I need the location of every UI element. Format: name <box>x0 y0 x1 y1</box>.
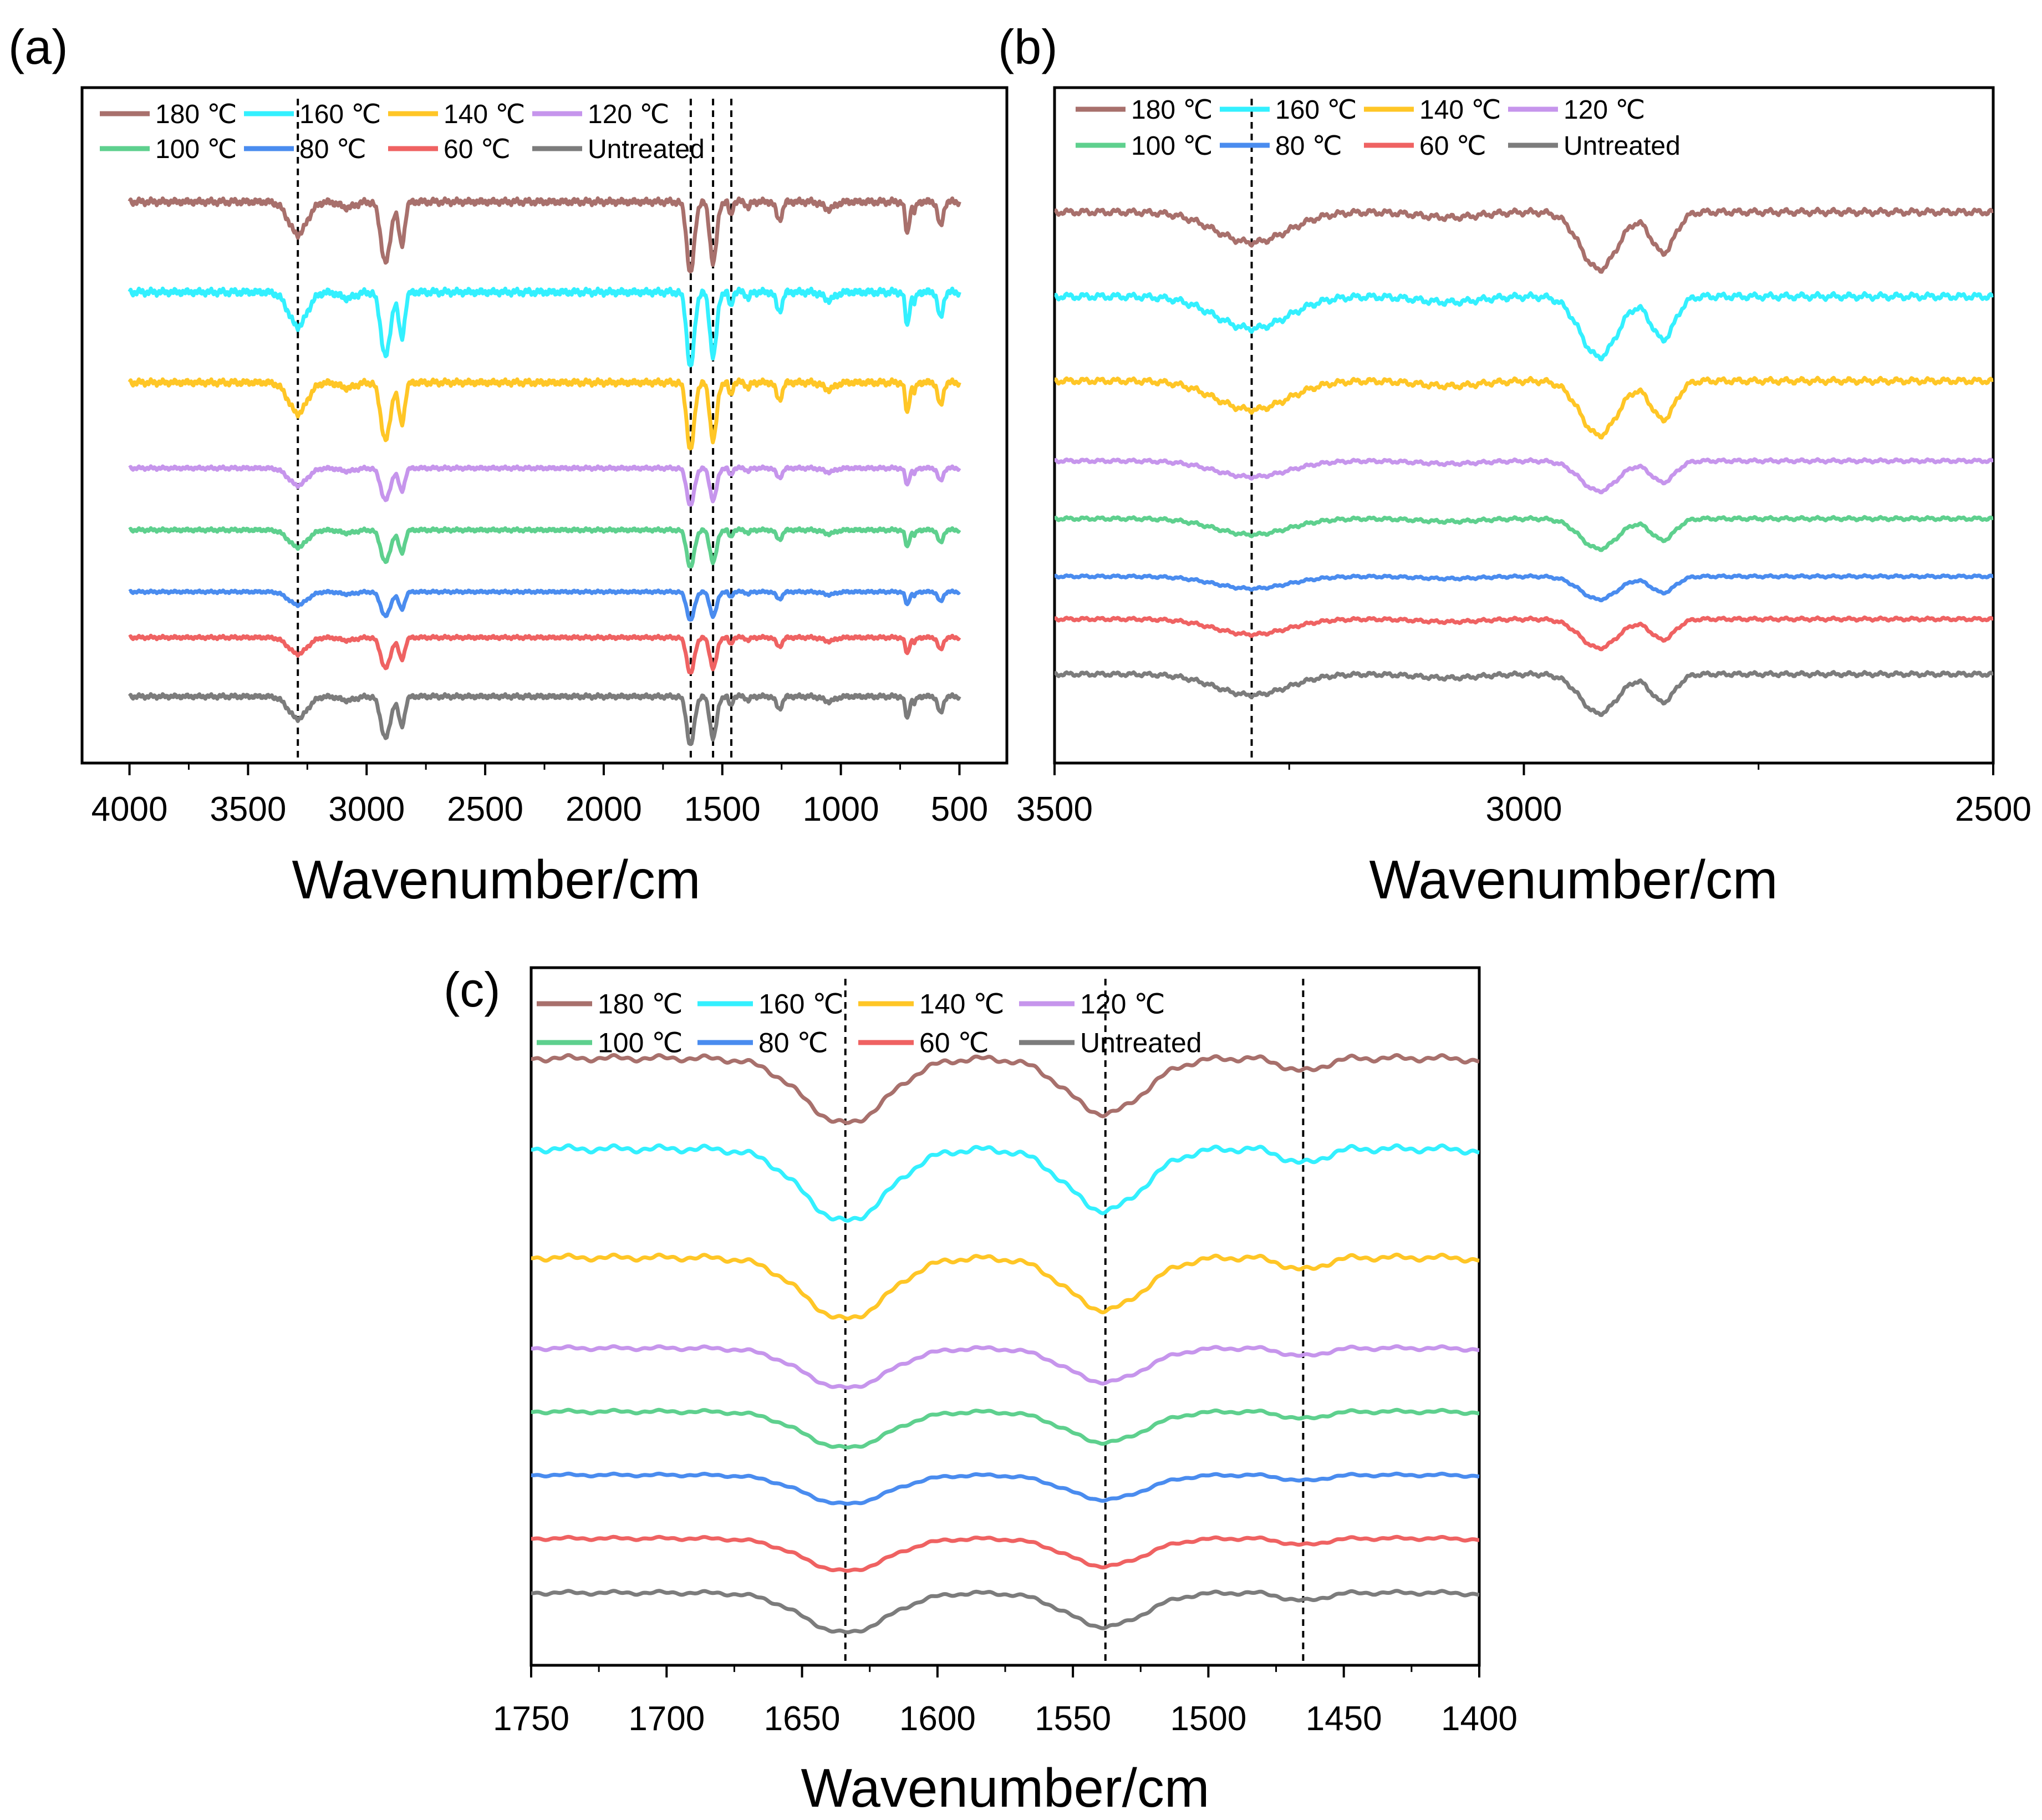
panel-c-x-ticks: 1750 1700 1650 1600 1550 1500 1450 1400 <box>493 1665 1518 1738</box>
panel-b-legend-label-100-c: 100 ℃ <box>1131 131 1213 161</box>
panel-a-legend-label-60-c: 60 ℃ <box>444 135 511 164</box>
panel-a-series-140-c <box>128 377 961 451</box>
panel-a-x-axis-title: Wavenumber/cm <box>292 849 700 910</box>
panel-c-tick-label-1450: 1450 <box>1306 1700 1382 1738</box>
panel-a-series-100-c <box>128 526 961 569</box>
panel-b-legend-label-120-c: 120 ℃ <box>1564 95 1645 125</box>
panel-c-tick-label-1650: 1650 <box>764 1700 841 1738</box>
panel-b-legend-label-60-c: 60 ℃ <box>1419 131 1486 161</box>
panel-c-curves <box>530 1053 1480 1634</box>
panel-b-legend-label-untreated: Untreated <box>1564 131 1681 161</box>
panel-c-legend-label-180-c: 180 ℃ <box>598 989 683 1020</box>
panel-a-legend-label-100-c: 100 ℃ <box>155 135 237 164</box>
panel-b-series-80-c <box>1053 573 1994 603</box>
panel-b-legend-label-80-c: 80 ℃ <box>1275 131 1342 161</box>
panel-c-legend: 180 ℃ 160 ℃ 140 ℃ 120 ℃ 100 ℃ 80 ℃ 60 ℃ Untreat… <box>537 989 1202 1059</box>
panel-b-series-140-c <box>1053 375 1994 440</box>
panel-a-series-untreated <box>128 692 961 746</box>
panel-a-tick-label-3000: 3000 <box>328 790 405 828</box>
panel-c-legend-label-100-c: 100 ℃ <box>598 1028 683 1059</box>
panel-c-series-60-c <box>530 1534 1480 1573</box>
panel-a-series-80-c <box>128 588 961 622</box>
panel-c-series-untreated <box>530 1589 1480 1634</box>
panel-a-legend-label-untreated: Untreated <box>588 135 705 164</box>
panel-a-series-60-c <box>128 633 961 675</box>
panel-c-tick-label-1550: 1550 <box>1035 1700 1111 1738</box>
panel-b-curves <box>1053 206 1994 717</box>
panel-b-label: (b) <box>998 19 1058 74</box>
panel-b: (b) 3500 3000 2500 Wavenumber/cm 180 ℃ 160 … <box>998 19 2031 910</box>
panel-c-series-120-c <box>530 1344 1480 1390</box>
panel-b-series-180-c <box>1053 206 1994 274</box>
panel-b-series-60-c <box>1053 615 1994 652</box>
panel-c-legend-label-160-c: 160 ℃ <box>758 989 843 1020</box>
panel-a-tick-label-1000: 1000 <box>803 790 879 828</box>
panel-c-marker-lines <box>844 979 1305 1665</box>
panel-c-series-180-c <box>530 1053 1480 1125</box>
panel-b-x-axis-title: Wavenumber/cm <box>1369 849 1778 910</box>
panel-c-label: (c) <box>444 962 501 1017</box>
panel-a-x-ticks: 4000 3500 3000 2500 2000 1500 1000 500 <box>91 763 988 828</box>
panel-b-legend-label-160-c: 160 ℃ <box>1275 95 1357 125</box>
panel-c-legend-label-80-c: 80 ℃ <box>758 1028 828 1059</box>
panel-b-series-untreated <box>1053 670 1994 717</box>
panel-b-legend-label-140-c: 140 ℃ <box>1419 95 1501 125</box>
panel-a-legend: 180 ℃ 160 ℃ 140 ℃ 120 ℃ 100 ℃ 80 ℃ 60 ℃ Untreat… <box>100 100 705 164</box>
panel-c-legend-label-60-c: 60 ℃ <box>919 1028 989 1059</box>
panel-c-series-160-c <box>530 1143 1480 1223</box>
panel-c-series-100-c <box>530 1407 1480 1450</box>
panel-b-series-160-c <box>1053 291 1994 362</box>
panel-c-legend-label-untreated: Untreated <box>1080 1028 1202 1059</box>
panel-c-legend-label-140-c: 140 ℃ <box>919 989 1004 1020</box>
panel-b-tick-label-3500: 3500 <box>1016 790 1093 828</box>
panel-b-tick-label-2500: 2500 <box>1955 790 2031 828</box>
panel-c-series-140-c <box>530 1252 1480 1321</box>
panel-b-frame <box>1053 86 1995 765</box>
panel-a-series-180-c <box>128 196 961 273</box>
panel-c-tick-label-1500: 1500 <box>1170 1700 1246 1738</box>
panel-b-legend: 180 ℃ 160 ℃ 140 ℃ 120 ℃ 100 ℃ 80 ℃ 60 ℃ Untreat… <box>1076 95 1681 161</box>
panel-c-frame <box>529 966 1481 1667</box>
panel-a-tick-label-4000: 4000 <box>91 790 168 828</box>
panel-b-series-100-c <box>1053 515 1994 552</box>
panel-a-tick-label-2500: 2500 <box>447 790 523 828</box>
panel-a-tick-label-3500: 3500 <box>210 790 286 828</box>
panel-a-legend-label-140-c: 140 ℃ <box>444 100 525 129</box>
panel-a-legend-label-160-c: 160 ℃ <box>299 100 381 129</box>
panel-c-tick-label-1700: 1700 <box>628 1700 705 1738</box>
panel-c-legend-label-120-c: 120 ℃ <box>1080 989 1165 1020</box>
panel-c-tick-label-1600: 1600 <box>899 1700 976 1738</box>
panel-c: (c) 1750 1700 1650 1600 1550 1500 1450 1400 Wav… <box>444 962 1518 1818</box>
panel-a-tick-label-1500: 1500 <box>684 790 761 828</box>
panel-a-legend-label-120-c: 120 ℃ <box>588 100 669 129</box>
panel-c-tick-label-1400: 1400 <box>1441 1700 1518 1738</box>
panel-b-legend-label-180-c: 180 ℃ <box>1131 95 1213 125</box>
panel-b-x-ticks: 3500 3000 2500 <box>1016 763 2031 828</box>
panel-a-curves <box>128 196 961 746</box>
panel-a-legend-label-180-c: 180 ℃ <box>155 100 237 129</box>
panel-c-series-80-c <box>530 1471 1480 1506</box>
panel-a-legend-label-80-c: 80 ℃ <box>299 135 366 164</box>
panel-c-x-axis-title: Wavenumber/cm <box>801 1757 1209 1818</box>
panel-b-tick-label-3000: 3000 <box>1486 790 1562 828</box>
panel-a: (a) 4000 3500 3000 2500 2000 1500 1000 500 Wave… <box>8 19 1009 910</box>
panel-a-series-160-c <box>128 286 961 368</box>
panel-a-series-120-c <box>128 464 961 507</box>
panel-a-tick-label-2000: 2000 <box>566 790 642 828</box>
panel-a-frame <box>80 86 1009 765</box>
panel-b-series-120-c <box>1053 457 1994 495</box>
panel-a-label: (a) <box>8 19 68 74</box>
panel-c-tick-label-1750: 1750 <box>493 1700 569 1738</box>
panel-a-tick-label-500: 500 <box>931 790 988 828</box>
